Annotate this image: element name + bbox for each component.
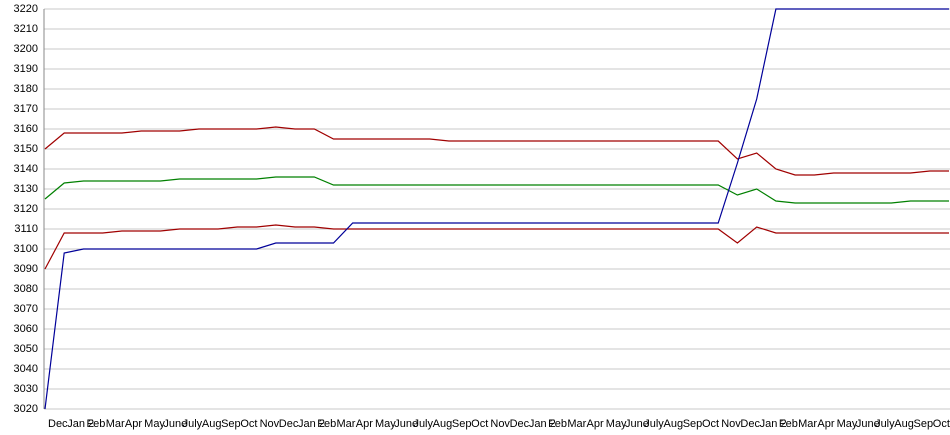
x-tick-label: July (644, 418, 664, 430)
x-tick-label: Mar (567, 418, 586, 430)
x-tick-label: Nov (490, 418, 510, 430)
x-tick-label: Nov (721, 418, 741, 430)
x-tick-label: Feb (779, 418, 798, 430)
x-tick-label: June (625, 418, 649, 430)
x-tick-label: Jan 2 (529, 418, 556, 430)
y-tick-label: 3110 (14, 223, 38, 235)
x-tick-label: Oct (240, 418, 257, 430)
x-tick-label: July (875, 418, 895, 430)
x-tick-label: Mar (337, 418, 356, 430)
x-tick-label: June (856, 418, 880, 430)
x-tick-label: Feb (86, 418, 105, 430)
x-tick-label: Feb (548, 418, 567, 430)
x-tick-label: June (394, 418, 418, 430)
series-line (44, 176, 949, 204)
y-tick-label: 3100 (14, 243, 38, 255)
y-tick-label: 3050 (14, 343, 38, 355)
x-tick-label: Mar (106, 418, 125, 430)
x-tick-label: Jan 2 (298, 418, 325, 430)
x-tick-label: July (413, 418, 433, 430)
x-tick-label: Jan 2 (760, 418, 787, 430)
y-tick-label: 3130 (14, 183, 38, 195)
y-tick-label: 3190 (14, 63, 38, 75)
x-tick-label: Mar (798, 418, 817, 430)
y-tick-label: 3040 (14, 363, 38, 375)
series-line (44, 8, 949, 410)
y-tick-label: 3090 (14, 263, 38, 275)
x-tick-label: Dec (510, 418, 530, 430)
x-tick-label: Aug (894, 418, 914, 430)
y-tick-label: 3030 (14, 383, 38, 395)
y-tick-label: 3210 (14, 23, 38, 35)
x-tick-label: Oct (702, 418, 719, 430)
x-tick-label: Oct (933, 418, 950, 430)
x-tick-label: Jan 2 (67, 418, 94, 430)
x-tick-label: May (606, 418, 627, 430)
x-tick-label: Feb (317, 418, 336, 430)
y-tick-label: 3120 (14, 203, 38, 215)
x-tick-label: Oct (471, 418, 488, 430)
x-tick-label: June (163, 418, 187, 430)
series-line (44, 126, 949, 176)
x-tick-label: July (183, 418, 203, 430)
x-tick-label: Dec (279, 418, 299, 430)
x-tick-label: Apr (587, 418, 604, 430)
x-tick-label: Sep (221, 418, 241, 430)
x-tick-label: May (144, 418, 165, 430)
series-line (44, 224, 949, 270)
x-tick-label: Dec (740, 418, 760, 430)
y-tick-label: 3060 (14, 323, 38, 335)
y-tick-label: 3020 (14, 403, 38, 415)
y-tick-label: 3140 (14, 163, 38, 175)
x-tick-label: Sep (683, 418, 703, 430)
x-tick-label: May (375, 418, 396, 430)
x-tick-label: Apr (356, 418, 373, 430)
y-tick-label: 3220 (14, 3, 38, 15)
y-tick-label: 3150 (14, 143, 38, 155)
x-tick-label: Apr (817, 418, 834, 430)
y-tick-label: 3070 (14, 303, 38, 315)
x-tick-label: May (837, 418, 858, 430)
x-tick-label: Nov (260, 418, 280, 430)
x-tick-label: Sep (452, 418, 472, 430)
x-tick-label: Aug (202, 418, 222, 430)
y-tick-label: 3200 (14, 43, 38, 55)
y-tick-label: 3160 (14, 123, 38, 135)
x-tick-label: Apr (125, 418, 142, 430)
x-tick-label: Dec (48, 418, 68, 430)
y-tick-label: 3080 (14, 283, 38, 295)
x-tick-label: Sep (914, 418, 934, 430)
y-tick-label: 3170 (14, 103, 38, 115)
x-tick-label: Aug (663, 418, 683, 430)
y-tick-label: 3180 (14, 83, 38, 95)
x-tick-label: Aug (433, 418, 453, 430)
